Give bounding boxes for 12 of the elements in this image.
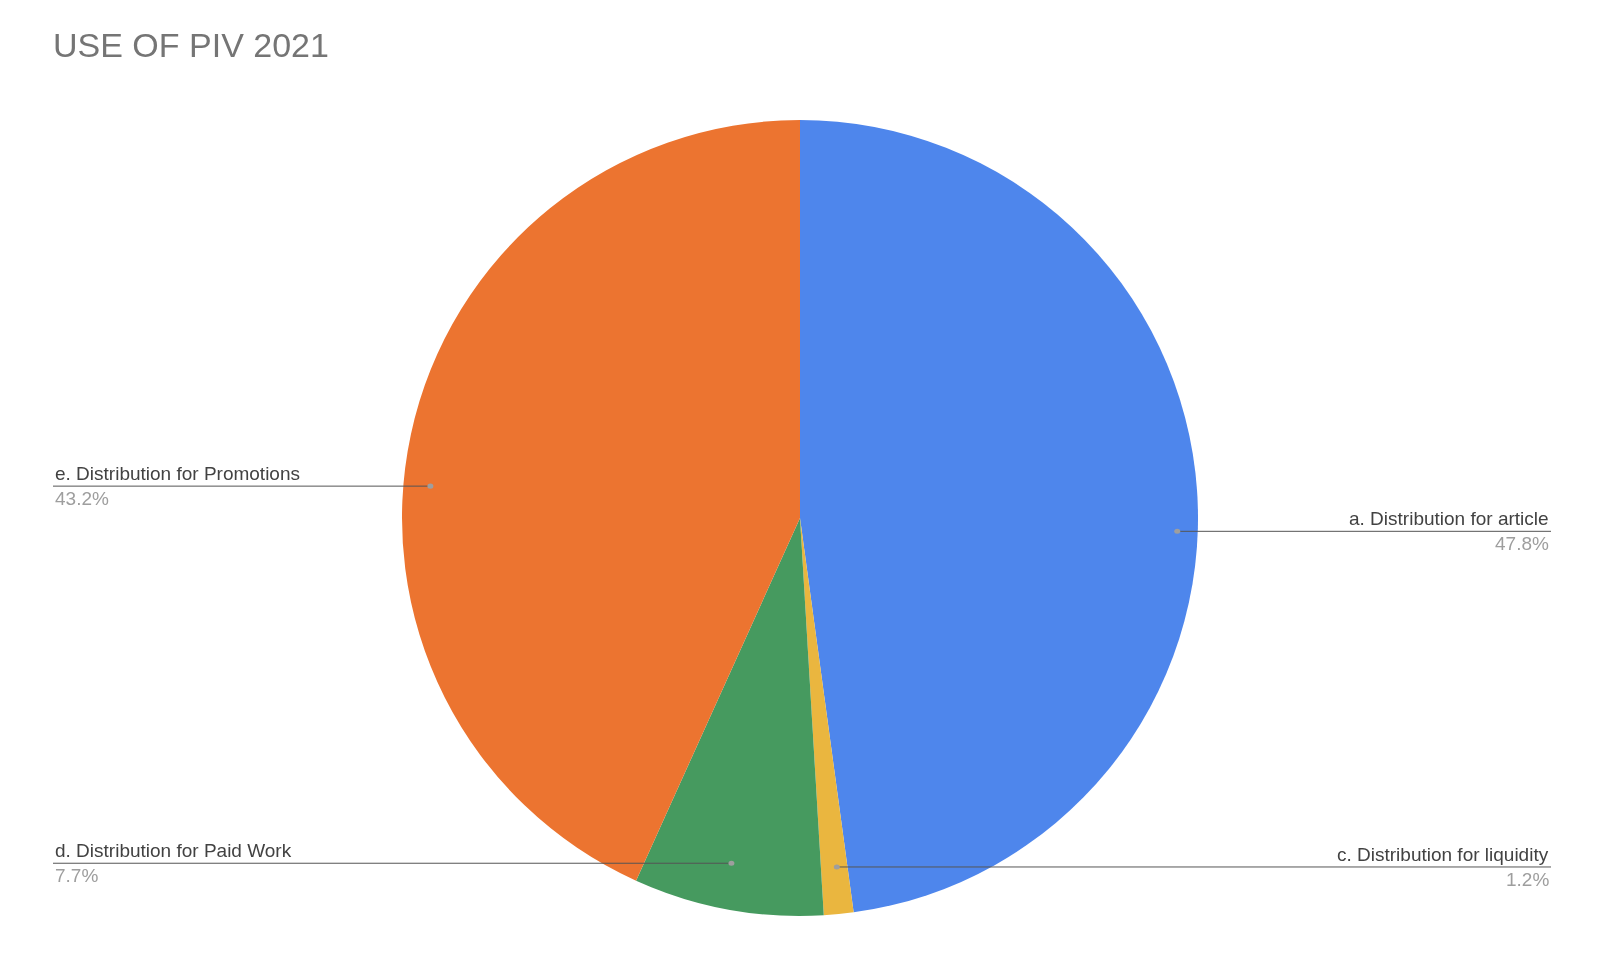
data-label: 1.2% [1506, 869, 1550, 890]
data-label: 7.7% [55, 865, 99, 886]
pie-slice [636, 518, 824, 916]
slice-label: a. Distribution for article [1349, 508, 1549, 529]
chart-title: USE OF PIV 2021 [53, 25, 329, 64]
data-label: 43.2% [55, 488, 109, 509]
data-label: 47.8% [1495, 533, 1549, 554]
slice-label: d. Distribution for Paid Work [55, 840, 292, 861]
slice-label: e. Distribution for Promotions [55, 463, 300, 484]
slice-label: c. Distribution for liquidity [1337, 844, 1549, 865]
pie-slice [402, 120, 800, 881]
pie-slice [800, 120, 1198, 913]
